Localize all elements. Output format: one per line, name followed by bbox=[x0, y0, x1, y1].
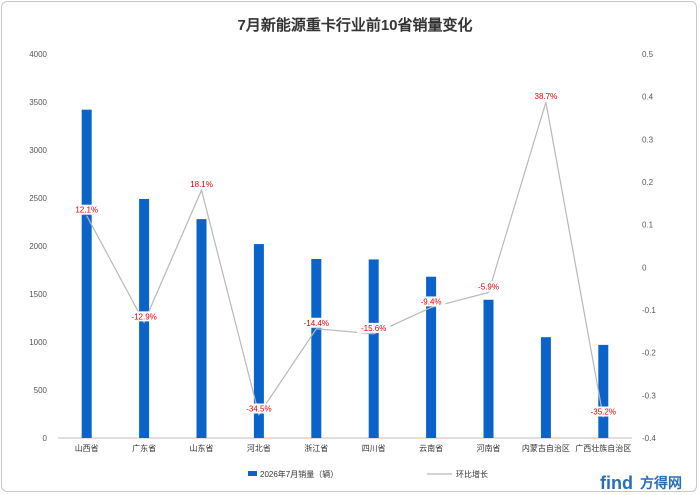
x-tick-label: 四川省 bbox=[362, 443, 386, 453]
y-tick-label: 500 bbox=[34, 386, 48, 395]
x-tick-label: 山东省 bbox=[190, 443, 214, 453]
legend-bar-swatch bbox=[248, 471, 257, 476]
y-tick-label: 0 bbox=[43, 434, 48, 443]
data-label: -15.6% bbox=[361, 324, 386, 333]
data-label: -5.9% bbox=[478, 283, 499, 292]
watermark-logo: find 方得网 bbox=[600, 473, 682, 493]
x-tick-label: 河北省 bbox=[247, 443, 271, 453]
y-tick-label: 3000 bbox=[29, 146, 47, 155]
y2-tick-label: 0.5 bbox=[642, 50, 654, 59]
x-tick-label: 云南省 bbox=[419, 443, 443, 453]
bar-series bbox=[81, 109, 609, 439]
legend-line-label: 环比增长 bbox=[456, 469, 488, 479]
data-label-bg bbox=[72, 204, 101, 215]
y-tick-label: 1000 bbox=[29, 338, 47, 347]
data-label-bg bbox=[242, 403, 276, 414]
y-tick-label: 3500 bbox=[29, 98, 47, 107]
data-label-bg bbox=[416, 296, 446, 307]
legend-bar-label: 2026年7月销量（辆） bbox=[260, 469, 338, 479]
y-tick-label: 2000 bbox=[29, 242, 47, 251]
y2-tick-label: 0.4 bbox=[642, 93, 654, 102]
bar bbox=[368, 259, 379, 438]
y2-tick-label: -0.3 bbox=[642, 391, 656, 400]
x-tick-label: 浙江省 bbox=[304, 443, 328, 453]
data-label-bg bbox=[474, 281, 503, 292]
data-label-bg bbox=[357, 322, 391, 333]
watermark-brand-text: 方得网 bbox=[640, 475, 682, 491]
y2-tick-label: 0 bbox=[642, 263, 647, 272]
data-label: -9.4% bbox=[421, 297, 442, 306]
bar bbox=[540, 337, 551, 438]
x-tick-label: 广西壮族自治区 bbox=[575, 443, 631, 453]
data-label-bg bbox=[531, 91, 561, 102]
y2-tick-label: 0.1 bbox=[642, 221, 654, 230]
series-line bbox=[86, 102, 604, 418]
y2-tick-label: -0.4 bbox=[642, 434, 656, 443]
bar bbox=[196, 219, 207, 438]
data-label-bg bbox=[187, 179, 216, 190]
y-tick-label: 1500 bbox=[29, 290, 47, 299]
category-labels: 山西省 广东省 山东省 河北省 浙江省 四川省 云南省 河南省 内蒙古自治区 广西壮族自治区 bbox=[75, 443, 632, 453]
bar bbox=[311, 258, 322, 438]
x-tick-label: 内蒙古自治区 bbox=[522, 443, 570, 453]
bar bbox=[598, 344, 609, 438]
bar bbox=[81, 109, 92, 439]
x-tick-label: 河南省 bbox=[477, 443, 501, 453]
y2-tick-label: 0.2 bbox=[642, 178, 654, 187]
y2-tick-label: -0.1 bbox=[642, 306, 656, 315]
data-label: -14.4% bbox=[304, 319, 329, 328]
legend: 2026年7月销量（辆） 环比增长 bbox=[248, 469, 488, 479]
data-label-bg bbox=[299, 317, 333, 328]
data-label-bg bbox=[127, 311, 161, 322]
bar bbox=[426, 276, 437, 438]
data-label: -12.9% bbox=[131, 312, 156, 321]
y-tick-label: 4000 bbox=[29, 50, 47, 59]
data-label: 38.7% bbox=[535, 92, 558, 101]
chart-title: 7月新能源重卡行业前10省销量变化 bbox=[237, 16, 472, 34]
y-axis-right: -0.4 -0.3 -0.2 -0.1 0 0.1 0.2 0.3 0.4 0.5 bbox=[642, 50, 656, 443]
y-tick-label: 2500 bbox=[29, 194, 47, 203]
data-label: -34.5% bbox=[246, 405, 271, 414]
data-label-bg bbox=[586, 406, 620, 417]
y2-tick-label: 0.3 bbox=[642, 135, 654, 144]
x-tick-label: 广东省 bbox=[132, 443, 156, 453]
watermark-logo-text: find bbox=[600, 473, 633, 493]
data-label: 12.1% bbox=[75, 206, 98, 215]
y-axis-left: 0 500 1000 1500 2000 2500 3000 3500 4000 bbox=[29, 50, 47, 443]
data-label: -35.2% bbox=[591, 408, 616, 417]
data-label: 18.1% bbox=[190, 180, 213, 189]
line-series: 12.1% -12.9% 18.1% -34.5% -14.4% -15.6% -9.4% -… bbox=[72, 91, 620, 418]
x-tick-label: 山西省 bbox=[75, 443, 99, 453]
y2-tick-label: -0.2 bbox=[642, 349, 656, 358]
bar bbox=[483, 299, 494, 438]
bar bbox=[253, 244, 264, 438]
